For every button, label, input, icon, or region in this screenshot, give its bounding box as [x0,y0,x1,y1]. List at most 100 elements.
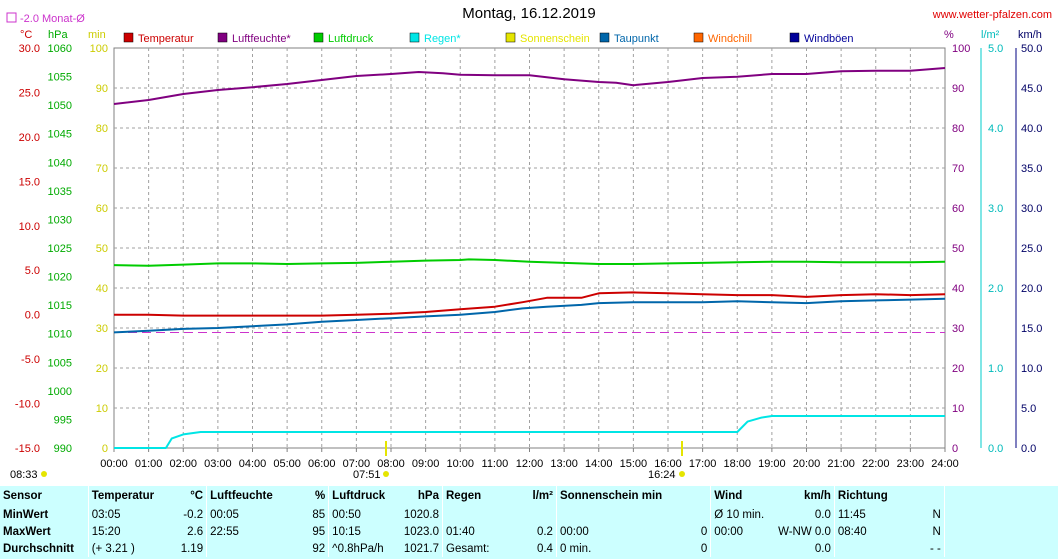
x-tick-label: 02:00 [169,458,197,470]
dir-time [833,540,891,557]
legend-label: Luftdruck [328,33,374,45]
wind-time: Ø 10 min. [710,506,776,523]
humidity-axis-label: 80 [952,123,964,135]
pressure-axis-label: 1025 [48,243,72,255]
hdr-temperature-unit: °C [190,490,204,502]
axes: 00:00 01:00 02:00 03:00 04:00 05:00 06:00 07:00… [15,43,1043,470]
legend-swatch [123,32,134,43]
pressure-axis-label: 1045 [48,129,72,141]
wind-axis-label: 45.0 [1021,83,1042,95]
grid [114,48,945,448]
sunshine-axis-label: 80 [96,123,108,135]
hdr-sun-unit [665,486,711,506]
x-tick-label: 23:00 [897,458,925,470]
unit-percent: % [944,29,954,41]
row-label: Durchschnitt [3,542,74,555]
rain-axis-label: 4.0 [988,123,1003,135]
legend-swatch [789,32,800,43]
sun-markers: 07:51 16:24 08:33 [10,441,685,481]
sunshine-axis-label: 50 [96,243,108,255]
sun-time: 00:00 [555,523,666,540]
sunshine-axis-label: 30 [96,323,108,335]
hdr-sun: Sonnenschein min [555,486,666,506]
rain-val: 0.4 [536,542,553,555]
x-tick-label: 22:00 [862,458,890,470]
row-label: MinWert [3,508,49,521]
unit-labels: °C hPa min % l/m² km/h [20,29,1042,41]
temperature-axis-label: 0.0 [25,310,40,322]
temp-val: -0.2 [183,508,204,521]
x-tick-label: 18:00 [723,458,751,470]
x-tick-label: 00:00 [100,458,128,470]
hdr-spacer [943,486,1058,506]
wind-axis-label: 5.0 [1021,403,1036,415]
humidity-axis-label: 10 [952,403,964,415]
series-layer [113,67,946,449]
humidity-axis-label: 0 [952,443,958,455]
legend-label: Luftfeuchte* [232,33,291,45]
sunshine-axis-label: 20 [96,363,108,375]
x-tick-label: 16:00 [654,458,682,470]
hum-val: 95 [312,525,326,538]
pres-val: 1023.0 [403,525,439,538]
stats-header-row: Sensor Temperatur °C Luftfeuchte % Luftd… [0,486,1058,506]
row-spacer [943,540,1058,557]
humidity-axis-label: 100 [952,43,970,55]
temperature-axis-label: 25.0 [19,87,40,99]
legend: Temperatur Luftfeuchte* Luftdruck Regen* Son… [123,32,854,45]
series-luftfeuchte [113,67,946,105]
sunset-sun-icon [679,471,685,477]
x-tick-label: 15:00 [620,458,648,470]
wind-axis-label: 35.0 [1021,163,1042,175]
wind-axis-label: 40.0 [1021,123,1042,135]
x-tick-label: 01:00 [135,458,163,470]
unit-lm2: l/m² [981,29,1000,41]
month-avg-checkbox[interactable] [6,12,17,23]
hum-val: 92 [312,542,326,555]
month-avg-indicator: -2.0 Monat-Ø [6,12,85,25]
unit-kmh: km/h [1018,29,1042,41]
hdr-direction-val [891,486,944,506]
hum-val: 85 [312,508,326,521]
x-tick-label: 04:00 [239,458,267,470]
x-tick-label: 14:00 [585,458,613,470]
row-spacer [943,523,1058,540]
temp-time: (+ 3.21 ) [87,540,163,557]
sun-time [555,506,666,523]
hdr-temperature: Temperatur [87,486,163,506]
wind-axis-label: 10.0 [1021,363,1042,375]
rain-time: 01:40 [442,523,513,540]
hdr-direction: Richtung [833,486,891,506]
wind-axis-label: 25.0 [1021,243,1042,255]
x-tick-label: 11:00 [482,458,509,470]
humidity-axis-label: 40 [952,283,964,295]
rain-val [512,506,556,523]
x-tick-label: 07:00 [343,458,371,470]
x-tick-label: 05:00 [273,458,301,470]
hdr-sensor: Sensor [3,490,42,502]
pressure-axis-label: 1030 [48,214,72,226]
pressure-axis-label: 1055 [48,72,72,84]
dir-val: - - [930,542,941,555]
rain-val: 0.2 [536,525,553,538]
wind-val: 0.0 [814,542,831,555]
temp-val: 1.19 [180,542,204,555]
temp-time: 03:05 [87,506,163,523]
pressure-axis-label: 1035 [48,186,72,198]
month-avg-label: -2.0 Monat-Ø [20,13,85,25]
weather-chart: 00:00 01:00 02:00 03:00 04:00 05:00 06:00 07:00… [6,12,1043,481]
legend-swatch [313,32,324,43]
sunshine-axis-label: 10 [96,403,108,415]
pressure-axis-label: 1040 [48,157,72,169]
series-temperatur [114,291,946,317]
pres-time: 10:15 [328,523,401,540]
hdr-wind: Wind [710,486,776,506]
hum-time [206,540,297,557]
humidity-axis-label: 70 [952,163,964,175]
humidity-axis-label: 30 [952,323,964,335]
series-regen [114,415,945,449]
humidity-axis-label: 20 [952,363,964,375]
sunshine-axis-label: 60 [96,203,108,215]
site-link[interactable]: www.wetter-pfalzen.com [932,9,1052,21]
sun-val [665,506,711,523]
